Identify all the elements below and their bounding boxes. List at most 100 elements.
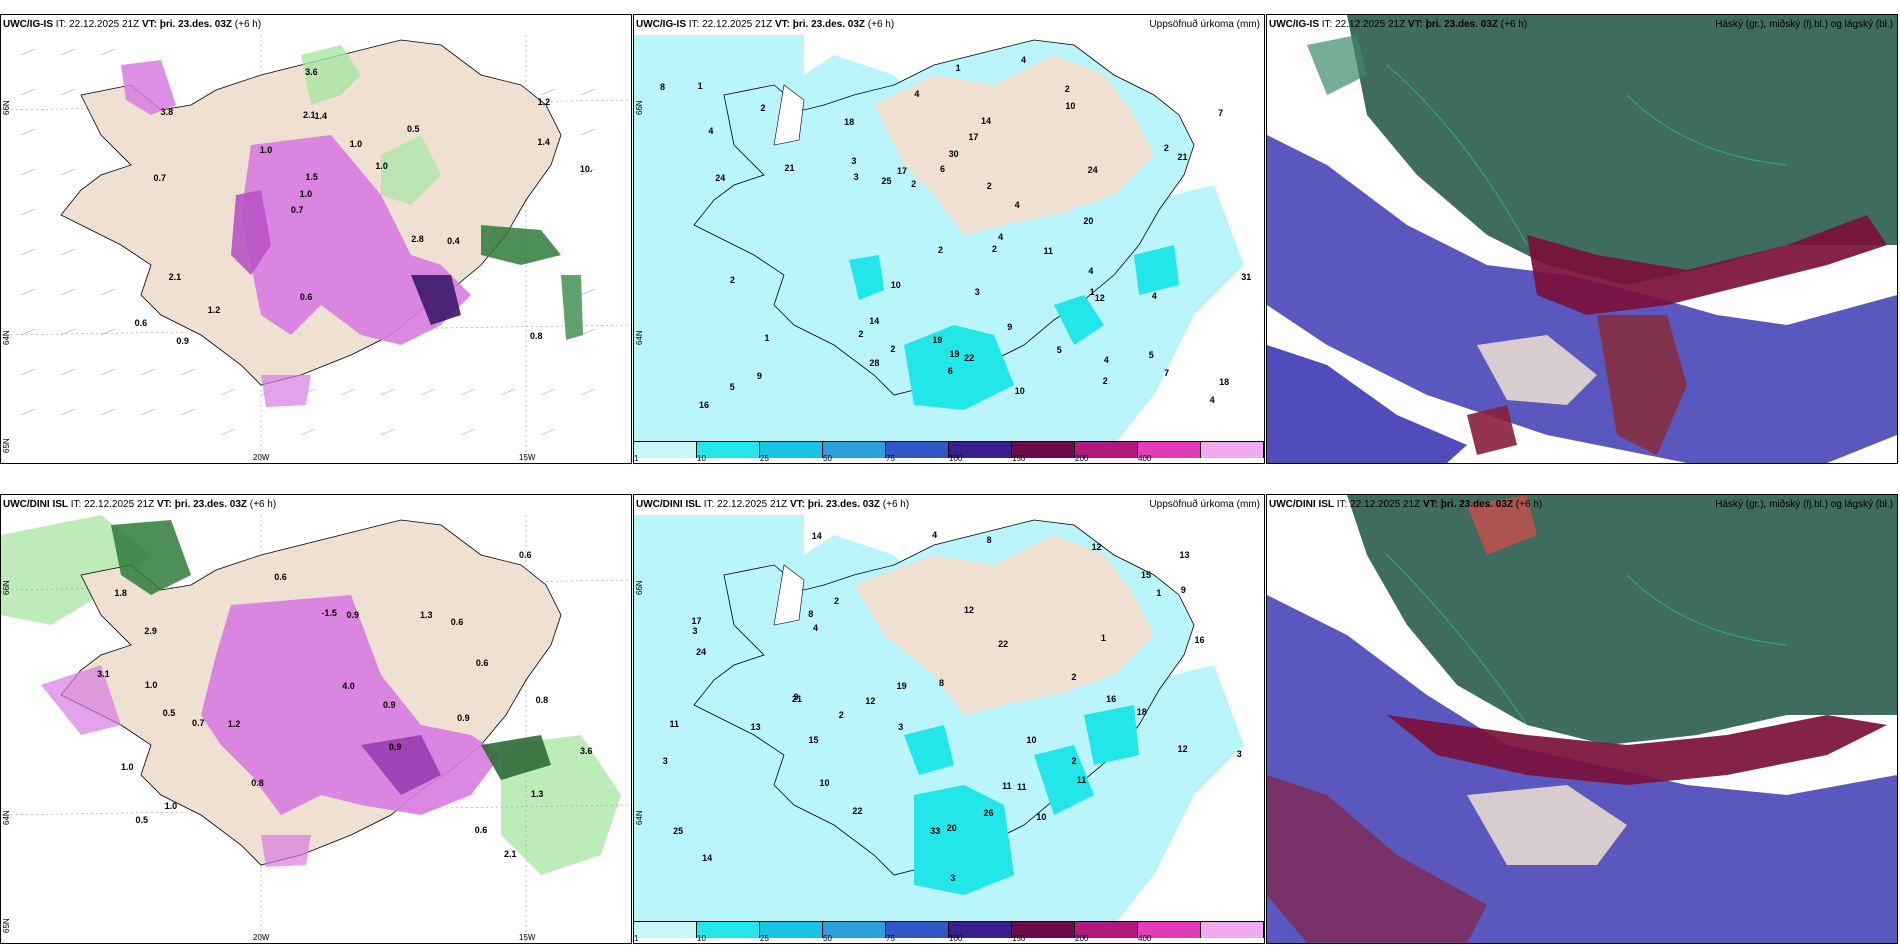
map-value-label: 2 <box>1102 376 1108 387</box>
precip-colorbar: 1 10 25 50 75 100 150 200 400 <box>634 441 1264 463</box>
map-value-label: 13 <box>750 722 761 733</box>
map-value-label: 15 <box>1140 569 1151 580</box>
map-value-label: 1.0 <box>375 160 388 171</box>
precip-map-bottom <box>634 495 1264 943</box>
map-value-label: 2 <box>834 595 840 606</box>
map-value-label: 10 <box>1036 811 1047 822</box>
map-value-label: 1.3 <box>419 610 433 621</box>
cloud-title: Háský (gr.), miðský (fj.bl.) og lágský (… <box>1715 19 1893 30</box>
map-value-label: 1.8 <box>114 588 127 599</box>
map-value-label: 2 <box>890 344 896 355</box>
map-value-label: 8 <box>986 535 992 546</box>
map-value-label: 28 <box>869 357 880 368</box>
colorbar-swatch <box>823 922 886 938</box>
precip-panel-header: UWC/IG-IS IT: 22.12.2025 21Z VT: þri. 23… <box>636 19 895 30</box>
map-value-label: 25 <box>881 176 892 187</box>
colorbar-tick-label: 200 <box>1075 454 1089 463</box>
lat-label: 66N <box>635 100 644 115</box>
map-value-label: 16 <box>1194 635 1205 646</box>
map-value-label: 0.6 <box>475 657 489 668</box>
colorbar-swatch <box>949 442 1012 458</box>
map-value-label: 1 <box>1156 588 1162 599</box>
map-value-label: 4 <box>1151 291 1157 302</box>
map-value-label: 3 <box>853 171 859 182</box>
map-value-label: 0.9 <box>383 699 396 710</box>
colorbar-tick-label: 25 <box>760 454 769 463</box>
colorbar-swatch <box>1138 442 1201 458</box>
map-value-label: 22 <box>998 638 1009 649</box>
colorbar-tick-label: 150 <box>1012 454 1026 463</box>
map-value-label: 1.4 <box>314 110 328 121</box>
map-value-label: 1.2 <box>227 719 241 730</box>
colorbar-tick-label: 25 <box>760 934 769 943</box>
map-value-label: 4.0 <box>342 681 355 692</box>
map-value-label: 0.5 <box>407 124 420 135</box>
colorbar-tick-label: 50 <box>823 934 832 943</box>
temp-panel-header: UWC/DINI ISL IT: 22.12.2025 21Z VT: þri.… <box>3 499 277 510</box>
map-value-label: 26 <box>983 807 994 818</box>
temp-panel-top: UWC/IG-IS IT: 22.12.2025 21Z VT: þri. 23… <box>0 14 632 464</box>
map-value-label: 0.7 <box>153 173 167 184</box>
map-value-label: 25 <box>673 825 684 836</box>
cloud-map-bottom <box>1267 495 1897 943</box>
cloud-panel-top: UWC/IG-IS IT: 22.12.2025 21Z VT: þri. 23… <box>1266 14 1898 464</box>
map-value-label: 18 <box>1136 706 1147 717</box>
map-value-label: 1 <box>955 62 961 73</box>
lat-label: 64N <box>635 810 644 825</box>
map-value-label: 9 <box>1007 322 1013 333</box>
map-value-label: 11 <box>1076 775 1087 786</box>
map-value-label: 9 <box>756 371 762 382</box>
map-value-label: 19 <box>932 334 943 345</box>
map-value-label: 7 <box>1218 108 1224 119</box>
map-value-label: 0.6 <box>474 824 488 835</box>
map-value-label: 21 <box>1177 151 1188 162</box>
map-value-label: 2.1 <box>303 109 316 120</box>
map-value-label: 1 <box>764 332 770 343</box>
colorbar-swatch <box>1201 922 1264 938</box>
map-value-label: 4 <box>1103 355 1109 366</box>
map-value-label: 4 <box>932 530 938 541</box>
map-value-label: 14 <box>980 115 991 126</box>
temp-panel-bottom: UWC/DINI ISL IT: 22.12.2025 21Z VT: þri.… <box>0 494 632 944</box>
map-value-label: 1.3 <box>530 788 544 799</box>
map-value-label: 12 <box>964 605 975 616</box>
map-value-label: 12 <box>1091 542 1102 553</box>
colorbar-tick-label: 100 <box>949 934 963 943</box>
map-value-label: 10. <box>579 163 593 174</box>
precip-map-top <box>634 15 1264 463</box>
lon-label: 15W <box>519 933 536 942</box>
map-value-label: 8 <box>660 82 666 93</box>
map-value-label: 3 <box>1236 749 1242 760</box>
map-value-label: 2 <box>991 244 997 255</box>
map-value-label: 10 <box>890 279 901 290</box>
colorbar-tick-label: 400 <box>1138 454 1152 463</box>
colorbar-swatch <box>634 922 697 938</box>
map-value-label: 31 <box>1241 271 1252 282</box>
map-value-label: 0.9 <box>176 335 189 346</box>
map-value-label: 8 <box>808 609 814 620</box>
colorbar-swatch <box>1201 442 1264 458</box>
colorbar-tick-label: 10 <box>697 454 706 463</box>
map-value-label: 1 <box>1100 632 1106 643</box>
map-value-label: 0.8 <box>529 330 543 341</box>
cloud-panel-bottom: UWC/DINI ISL IT: 22.12.2025 21Z VT: þri.… <box>1266 494 1898 944</box>
map-value-label: 0.7 <box>290 205 304 216</box>
map-value-label: 4 <box>813 622 819 633</box>
map-value-label: 1.2 <box>537 96 551 107</box>
map-value-label: 2 <box>1064 83 1070 94</box>
map-value-label: 2 <box>986 180 992 191</box>
precip-panel-top: UWC/IG-IS IT: 22.12.2025 21Z VT: þri. 23… <box>633 14 1265 464</box>
precip-panel-header: UWC/DINI ISL IT: 22.12.2025 21Z VT: þri.… <box>636 499 910 510</box>
map-value-label: 18 <box>844 117 855 128</box>
map-value-label: 3.1 <box>97 669 110 680</box>
map-value-label: 17 <box>968 132 979 143</box>
map-value-label: 2.1 <box>504 848 517 859</box>
colorbar-swatch <box>1012 922 1075 938</box>
map-value-label: 14 <box>869 315 880 326</box>
map-value-label: 0.6 <box>274 571 287 582</box>
map-value-label: 17 <box>691 615 702 626</box>
colorbar-tick-label: 200 <box>1075 934 1089 943</box>
lat-label: 64N <box>2 330 11 345</box>
map-value-label: 1.0 <box>259 145 273 156</box>
map-value-label: 22 <box>852 805 863 816</box>
